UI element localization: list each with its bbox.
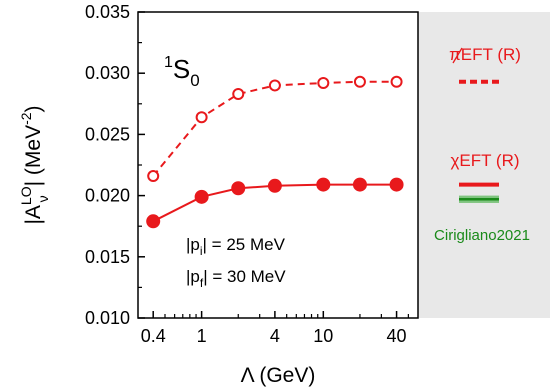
series-2-point: [194, 189, 209, 204]
series-2-point: [352, 177, 367, 192]
series-2-point: [146, 214, 161, 229]
state-label: 1S0: [164, 54, 200, 90]
x-ticks: 0.4 1 4 10 40: [141, 311, 409, 346]
series-1-point: [317, 76, 330, 89]
x-tick-label: 40: [387, 326, 407, 346]
pf-annotation: |pf| = 30 MeV: [186, 267, 286, 290]
x-tick-label: 10: [313, 326, 333, 346]
y-tick-label: 0.010: [85, 308, 130, 328]
series-1-point: [147, 170, 160, 183]
side-panel-marks: [459, 79, 499, 203]
pionless-strike: [452, 47, 463, 64]
side-panel-bg: [418, 12, 550, 318]
series-2-point: [231, 181, 246, 196]
series-1-point: [195, 111, 208, 124]
y-tick-label: 0.025: [85, 124, 130, 144]
x-axis-label: Λ (GeV): [241, 364, 316, 387]
y-tick-label: 0.035: [85, 2, 130, 22]
x-tick-label: 0.4: [141, 326, 166, 346]
series-2-point: [389, 177, 404, 192]
series-1-point: [268, 79, 281, 92]
series-line-1: [152, 80, 397, 177]
series-2-point: [316, 177, 331, 192]
y-ticks: 0.010 0.015 0.020 0.025 0.030 0.035: [85, 2, 145, 328]
series-2-point: [267, 178, 282, 193]
y-tick-label: 0.020: [85, 186, 130, 206]
x-tick-label: 1: [197, 326, 207, 346]
cirigliano-label: Cirigliano2021: [434, 227, 530, 244]
series-group: [146, 75, 404, 229]
series-1-point: [232, 88, 245, 101]
series-1-point: [390, 75, 403, 88]
chiral-label: χEFT (R): [450, 151, 519, 170]
series-1-point: [353, 75, 366, 88]
x-tick-label: 4: [270, 326, 280, 346]
y-axis-label: |ALOν| (MeV-2): [18, 105, 51, 224]
pi-annotation: |pi| = 25 MeV: [186, 235, 286, 258]
pionless-label: πEFT (R): [449, 45, 521, 64]
y-tick-label: 0.030: [85, 63, 130, 83]
y-tick-label: 0.015: [85, 247, 130, 267]
